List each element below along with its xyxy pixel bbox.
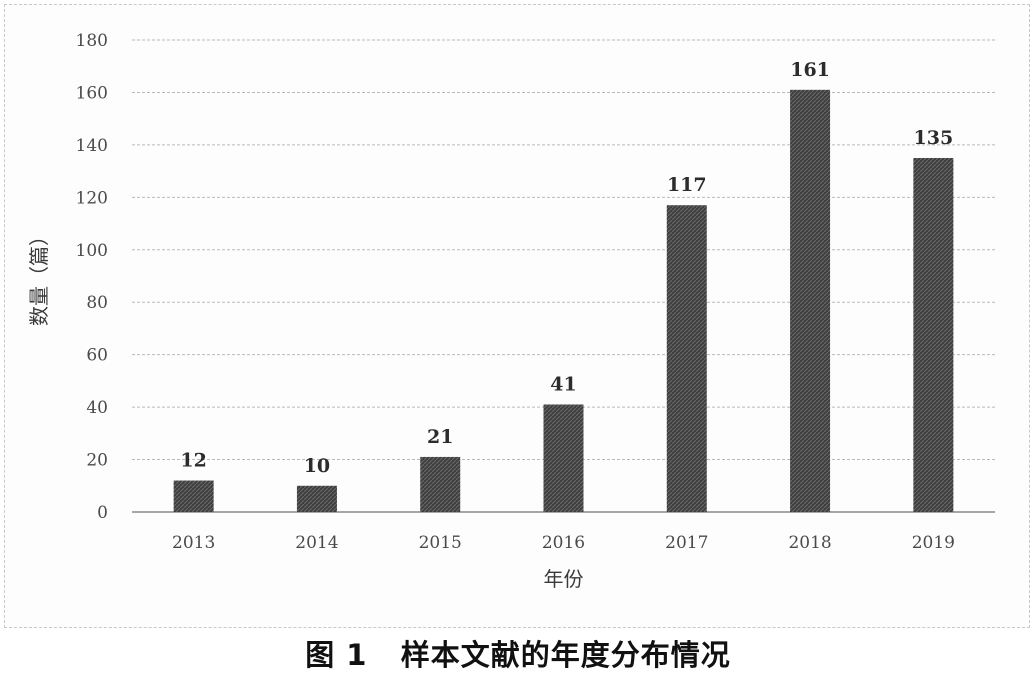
- y-tick-label: 180: [76, 31, 108, 51]
- bar-2014: [296, 485, 337, 512]
- data-label-2017: 117: [667, 174, 707, 196]
- x-tick-label-2019: 2019: [912, 533, 955, 553]
- y-tick-label: 20: [86, 451, 108, 471]
- data-label-2019: 135: [914, 127, 954, 149]
- data-label-2014: 10: [304, 455, 330, 477]
- bar-2013: [173, 480, 214, 512]
- x-tick-label-2017: 2017: [665, 533, 708, 553]
- bar-2015: [420, 456, 461, 512]
- x-tick-label-2015: 2015: [419, 533, 462, 553]
- data-label-2016: 41: [550, 373, 576, 395]
- chart-frame: [4, 4, 1030, 628]
- x-tick-label-2016: 2016: [542, 533, 585, 553]
- bar-2017: [666, 205, 707, 512]
- bar-chart: 0 20 40 60 80 100 120 140 160 180 12 2013 10 2014 21 20…: [27, 31, 995, 591]
- data-label-2013: 12: [180, 450, 206, 472]
- data-label-2018: 161: [790, 59, 830, 81]
- labels-layer: 0 20 40 60 80 100 120 140 160 180 12 2013 10 2014 21 20…: [76, 31, 955, 553]
- y-tick-label: 60: [86, 346, 108, 366]
- bar-2018: [790, 89, 831, 513]
- y-axis-title: 数量（篇）: [27, 226, 51, 326]
- y-tick-label: 120: [76, 188, 108, 208]
- x-tick-label-2013: 2013: [172, 533, 215, 553]
- y-tick-label: 140: [76, 136, 108, 156]
- x-axis-title: 年份: [544, 567, 584, 591]
- x-tick-label-2018: 2018: [788, 533, 831, 553]
- bar-2016: [543, 404, 584, 512]
- bars-layer: [173, 89, 954, 513]
- y-tick-label: 40: [86, 398, 108, 418]
- y-tick-label: 0: [97, 503, 108, 523]
- y-tick-label: 100: [76, 241, 108, 261]
- figure-caption: 图 1 样本文献的年度分布情况: [305, 638, 731, 672]
- y-tick-label: 160: [76, 83, 108, 103]
- y-tick-label: 80: [86, 293, 108, 313]
- data-label-2015: 21: [427, 426, 453, 448]
- x-tick-label-2014: 2014: [295, 533, 338, 553]
- bar-2019: [913, 158, 954, 512]
